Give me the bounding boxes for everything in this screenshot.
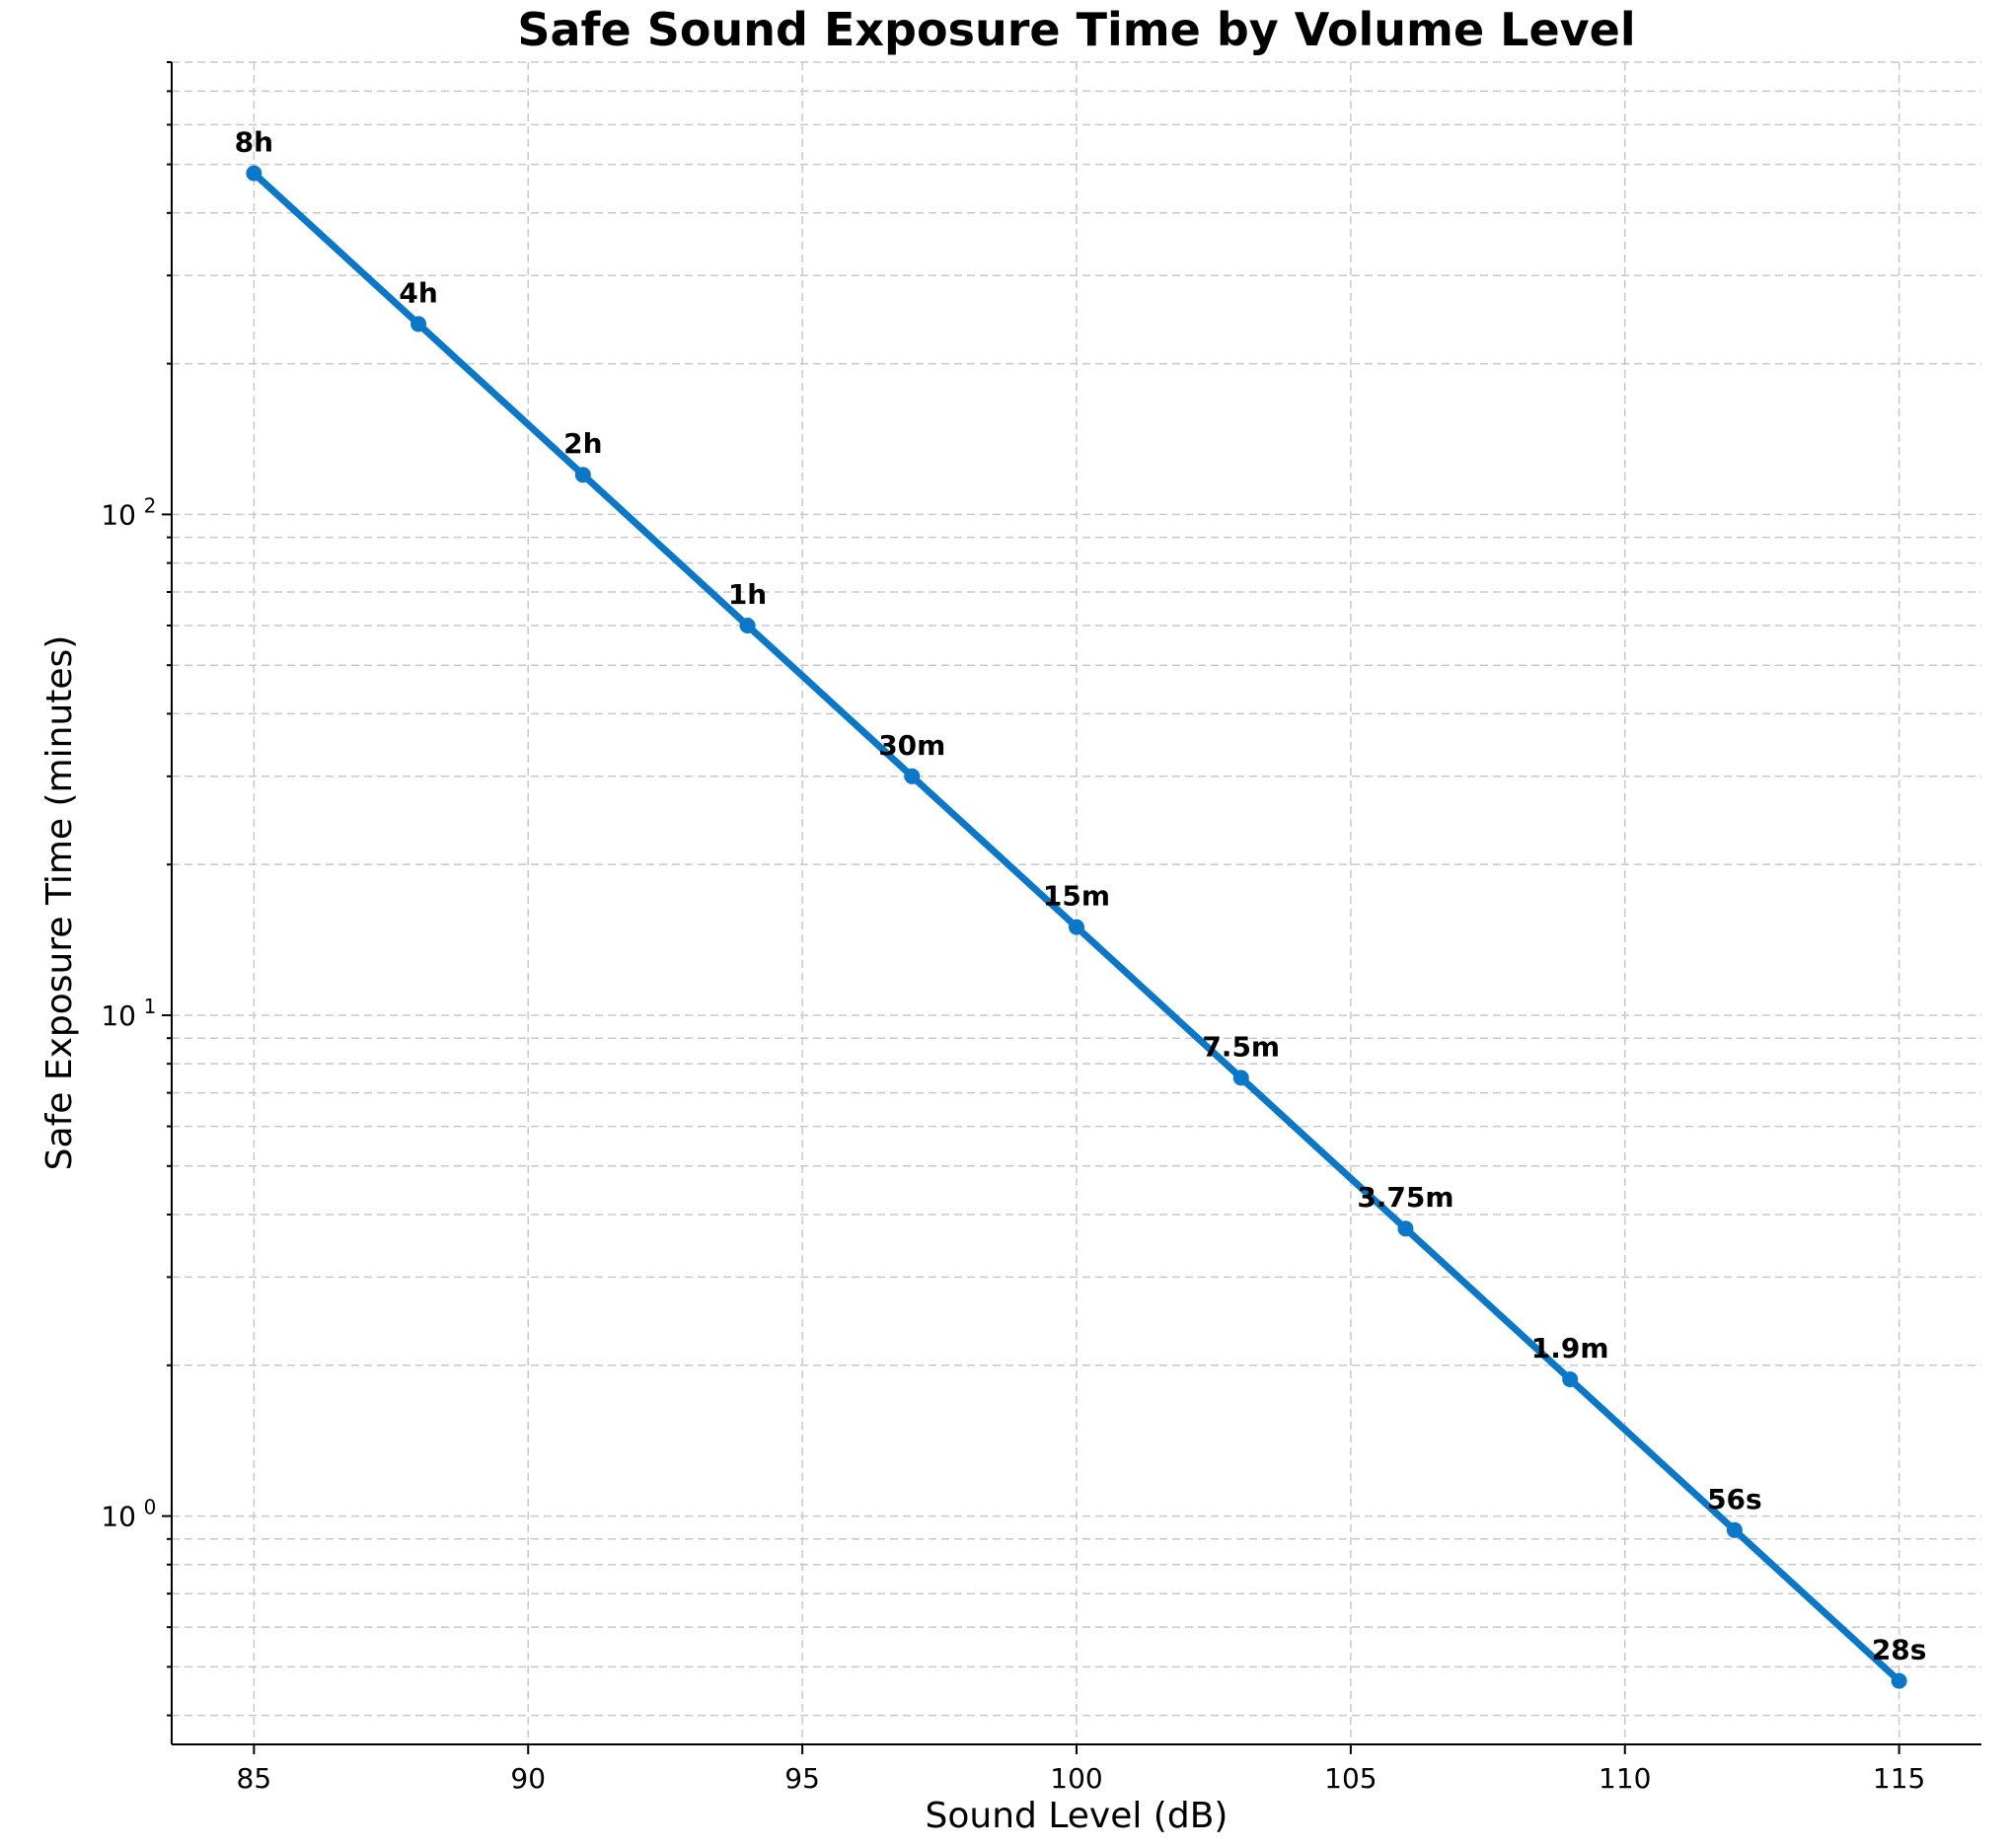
x-tick-label: 90 — [510, 1762, 546, 1795]
data-point — [410, 316, 427, 333]
data-label: 2h — [563, 427, 602, 460]
data-label: 28s — [1872, 1634, 1927, 1666]
data-point — [1562, 1371, 1579, 1388]
x-tick-label: 100 — [1050, 1762, 1102, 1795]
x-tick-label: 85 — [237, 1762, 272, 1795]
y-tick-label: 10 — [101, 1501, 136, 1533]
data-point — [574, 467, 591, 483]
y-tick-base: 10 — [101, 999, 136, 1032]
series-layer — [246, 165, 1907, 1689]
x-tick-label: 115 — [1873, 1762, 1925, 1795]
y-tick-exponent: 0 — [144, 1496, 157, 1519]
data-label: 1h — [728, 578, 767, 611]
data-point — [1397, 1220, 1414, 1237]
data-label: 1.9m — [1531, 1332, 1609, 1365]
grid-layer — [172, 61, 1981, 1744]
y-tick-label: 10 — [101, 999, 136, 1032]
y-tick-exponent: 2 — [144, 493, 157, 517]
data-label: 30m — [878, 729, 945, 762]
data-label: 8h — [235, 126, 273, 159]
x-axis-label: Sound Level (dB) — [926, 1796, 1228, 1836]
y-tick-base: 10 — [101, 1501, 136, 1533]
data-label: 15m — [1043, 880, 1110, 913]
y-tick-exponent: 1 — [144, 995, 157, 1018]
y-tick-label: 10 — [101, 498, 136, 531]
y-axis-label: Safe Exposure Time (minutes) — [39, 635, 80, 1171]
x-tick-label: 110 — [1599, 1762, 1651, 1795]
data-point — [904, 768, 921, 784]
data-point — [1232, 1070, 1249, 1086]
x-tick-label: 105 — [1324, 1762, 1377, 1795]
data-label: 7.5m — [1202, 1030, 1280, 1063]
data-point — [1726, 1521, 1743, 1538]
data-label: 4h — [399, 276, 437, 309]
x-tick-label: 95 — [784, 1762, 820, 1795]
data-point — [739, 618, 756, 634]
data-point — [1069, 919, 1084, 935]
y-tick-base: 10 — [101, 498, 136, 531]
data-label: 56s — [1707, 1483, 1762, 1515]
data-label: 3.75m — [1357, 1181, 1453, 1214]
data-point — [246, 165, 262, 182]
chart-title: Safe Sound Exposure Time by Volume Level — [517, 3, 1635, 56]
point-labels-layer: 8h 4h 2h 1h 30m 15m 7.5m 3.75m 1.9m 56s 28s — [235, 126, 1927, 1666]
data-point — [1891, 1672, 1907, 1689]
